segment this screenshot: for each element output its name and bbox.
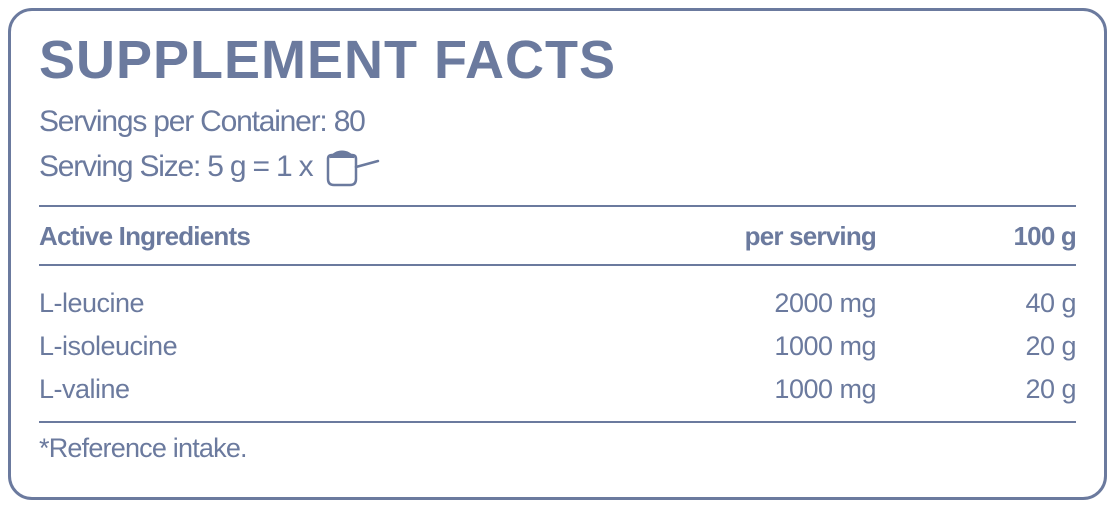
ingredient-name: L-leucine (39, 288, 616, 319)
header-100g: 100 g (876, 221, 1076, 252)
ingredient-name: L-isoleucine (39, 331, 616, 362)
header-per-serving: per serving (616, 221, 876, 252)
scoop-icon (322, 145, 382, 189)
table-row: L-leucine 2000 mg 40 g (39, 282, 1076, 325)
ingredient-per-100g: 40 g (876, 288, 1076, 319)
supplement-facts-panel: SUPPLEMENT FACTS Servings per Container:… (8, 8, 1107, 500)
ingredient-per-serving: 1000 mg (616, 374, 876, 405)
serving-size-text: Serving Size: 5 g = 1 x (39, 150, 312, 184)
table-header: Active Ingredients per serving 100 g (39, 207, 1076, 264)
table-row: L-isoleucine 1000 mg 20 g (39, 325, 1076, 368)
ingredient-name: L-valine (39, 374, 616, 405)
footnote: *Reference intake. (39, 423, 1076, 464)
ingredient-per-100g: 20 g (876, 331, 1076, 362)
ingredient-per-serving: 2000 mg (616, 288, 876, 319)
serving-size: Serving Size: 5 g = 1 x (39, 145, 1076, 189)
header-ingredients: Active Ingredients (39, 221, 616, 252)
servings-per-container: Servings per Container: 80 (39, 105, 1076, 139)
ingredient-per-serving: 1000 mg (616, 331, 876, 362)
table-body: L-leucine 2000 mg 40 g L-isoleucine 1000… (39, 266, 1076, 421)
panel-title: SUPPLEMENT FACTS (39, 29, 1076, 91)
ingredient-per-100g: 20 g (876, 374, 1076, 405)
table-row: L-valine 1000 mg 20 g (39, 368, 1076, 411)
